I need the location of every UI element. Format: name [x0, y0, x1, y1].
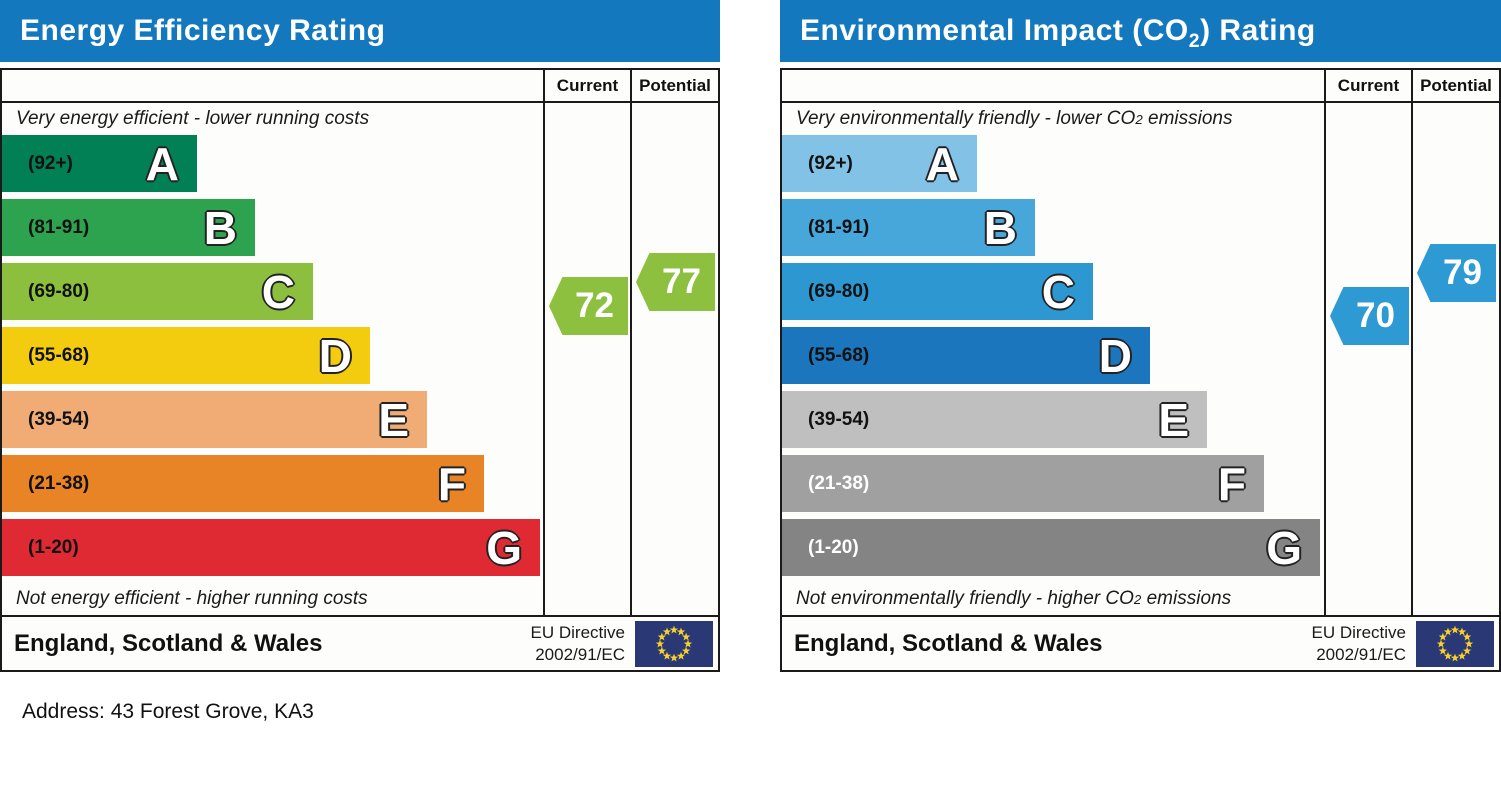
band-letter: D [318, 329, 352, 382]
band-row-g: (1-20) G [782, 519, 1320, 577]
band-letter: E [1158, 393, 1189, 446]
environmental-rating-table: Current Potential Very environmentally f… [780, 68, 1501, 672]
band-letter: B [203, 201, 237, 254]
band-row-f: (21-38) F [782, 455, 1264, 513]
band-range-label: (39-54) [808, 408, 870, 430]
band-row-b: (81-91) B [782, 199, 1035, 257]
band-range-label: (21-38) [808, 472, 870, 494]
region-label: England, Scotland & Wales [794, 629, 1103, 657]
environmental-band-list: (92+) A (81-91) B (69-80) C (55-68) D (39-54) E (2… [782, 135, 1324, 583]
band-row-b: (81-91) B [2, 199, 255, 257]
current-column-header: Current [1324, 70, 1411, 103]
region-label: England, Scotland & Wales [14, 629, 323, 657]
current-column-header: Current [543, 70, 630, 103]
band-range-label: (92+) [28, 152, 73, 174]
band-letter: G [486, 521, 522, 574]
eu-flag-icon [1416, 620, 1494, 667]
band-range-label: (81-91) [808, 216, 870, 238]
band-letter: C [261, 265, 295, 318]
eu-directive-label: EU Directive 2002/91/EC [1311, 623, 1406, 664]
header-spacer [2, 70, 543, 103]
band-letter: F [437, 457, 466, 510]
band-range-label: (69-80) [28, 280, 90, 302]
property-address: Address: 43 Forest Grove, KA3 [22, 700, 314, 723]
eu-flag-icon [635, 620, 713, 667]
environmental-current-column: 70 [1324, 103, 1411, 615]
current-rating-arrow: 70 [1330, 287, 1409, 345]
band-row-a: (92+) A [2, 135, 197, 193]
band-row-d: (55-68) D [2, 327, 370, 385]
band-letter: D [1098, 329, 1132, 382]
energy-potential-column: 77 [630, 103, 718, 615]
band-row-a: (92+) A [782, 135, 977, 193]
environmental-impact-chart: Environmental Impact (CO 2) Rating Curren… [780, 0, 1501, 672]
title-text: Energy Efficiency Rating [20, 14, 386, 47]
energy-band-list: (92+) A (81-91) B (69-80) C (55-68) D (39-54) E (2… [2, 135, 543, 583]
energy-chart-footer: England, Scotland & Wales EU Directive 2… [2, 615, 718, 670]
band-letter: E [378, 393, 409, 446]
band-letter: B [983, 201, 1017, 254]
potential-column-header: Potential [1411, 70, 1499, 103]
top-caption: Very energy efficient - lower running co… [16, 108, 370, 130]
bottom-caption: Not environmentally friendly - higher CO… [796, 588, 1232, 610]
band-row-d: (55-68) D [782, 327, 1150, 385]
title-text-post: ) Rating [1200, 14, 1316, 47]
band-range-label: (55-68) [28, 344, 90, 366]
energy-rating-table: Current Potential Very energy efficient … [0, 68, 720, 672]
band-letter: A [925, 137, 959, 190]
title-text: Environmental Impact (CO [800, 14, 1189, 47]
band-row-f: (21-38) F [2, 455, 484, 513]
band-row-c: (69-80) C [782, 263, 1093, 321]
band-row-e: (39-54) E [2, 391, 427, 449]
band-range-label: (39-54) [28, 408, 90, 430]
energy-bands-area: Very energy efficient - lower running co… [2, 103, 543, 615]
potential-rating-arrow: 79 [1417, 244, 1496, 302]
potential-column-header: Potential [630, 70, 718, 103]
band-letter: A [145, 137, 179, 190]
environmental-potential-column: 79 [1411, 103, 1499, 615]
band-range-label: (81-91) [28, 216, 90, 238]
band-range-label: (55-68) [808, 344, 870, 366]
band-range-label: (1-20) [808, 536, 859, 558]
band-range-label: (69-80) [808, 280, 870, 302]
energy-efficiency-chart: Energy Efficiency Rating Current Potenti… [0, 0, 720, 672]
environmental-bands-area: Very environmentally friendly - lower CO… [782, 103, 1324, 615]
band-range-label: (1-20) [28, 536, 79, 558]
environmental-chart-footer: England, Scotland & Wales EU Directive 2… [782, 615, 1499, 670]
band-range-label: (92+) [808, 152, 853, 174]
band-letter: C [1041, 265, 1075, 318]
eu-directive-label: EU Directive 2002/91/EC [530, 623, 625, 664]
band-row-e: (39-54) E [782, 391, 1207, 449]
title-subscript: 2 [1188, 30, 1201, 52]
band-range-label: (21-38) [28, 472, 90, 494]
header-spacer [782, 70, 1324, 103]
environmental-chart-title: Environmental Impact (CO 2) Rating [780, 0, 1501, 62]
band-letter: G [1266, 521, 1302, 574]
current-rating-arrow: 72 [549, 277, 628, 335]
band-row-c: (69-80) C [2, 263, 313, 321]
potential-rating-arrow: 77 [636, 253, 715, 311]
energy-chart-title: Energy Efficiency Rating [0, 0, 720, 62]
band-letter: F [1217, 457, 1246, 510]
band-row-g: (1-20) G [2, 519, 540, 577]
energy-current-column: 72 [543, 103, 630, 615]
top-caption: Very environmentally friendly - lower CO… [796, 108, 1233, 130]
bottom-caption: Not energy efficient - higher running co… [16, 588, 368, 610]
